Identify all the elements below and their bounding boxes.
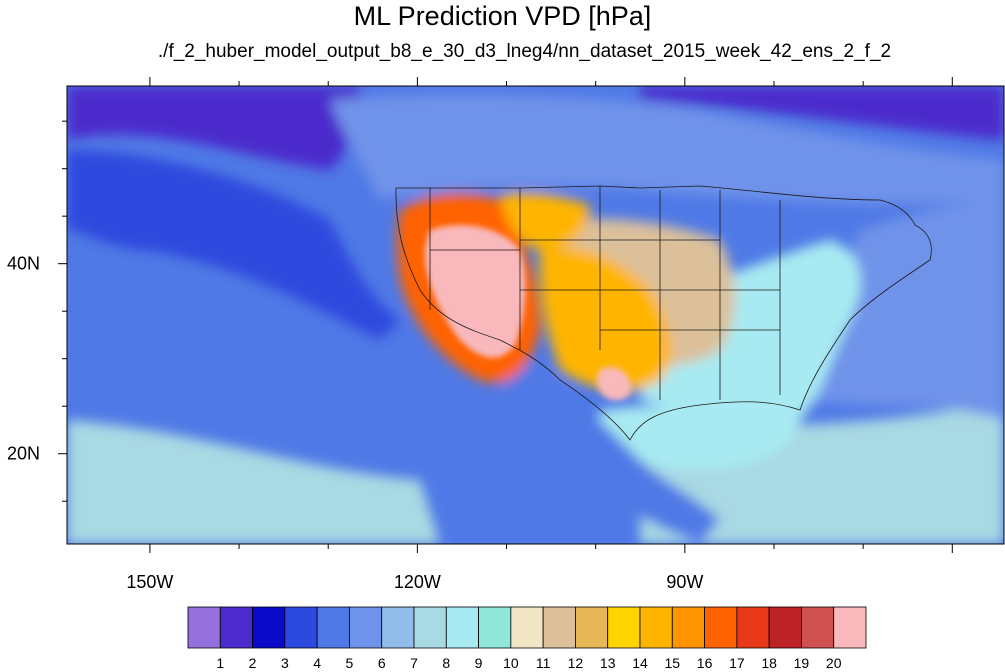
ocean-south-field [67,420,440,544]
colorbar-label: 13 [600,655,616,671]
map-frame [66,85,1005,545]
y-tick-label: 40N [7,254,40,274]
y-tick-label: 20N [7,444,40,464]
colorbar-label: 15 [664,655,680,671]
colorbar-label: 18 [761,655,777,671]
southern-plains-field [539,247,671,391]
colorbar-label: 4 [313,655,321,671]
x-tick-label: 120W [394,572,441,592]
colorbar-label: 3 [281,655,289,671]
x-tick-label: 90W [666,572,703,592]
chart-title: ML Prediction VPD [hPa] [353,1,652,31]
y-tick-labels: 40N 20N [7,254,40,464]
colorbar-swatch [284,606,318,649]
colorbar-label: 1 [216,655,224,671]
colorbar-swatch [349,606,383,649]
gulf-field [600,405,800,470]
colorbar-swatch [801,606,835,649]
colorbar-swatch [575,606,609,649]
colorbar-swatch [607,606,641,649]
colorbar-swatch [413,606,447,649]
colorbar-swatch [381,606,415,649]
colorbar-swatch [510,606,544,649]
axis-ticks [58,77,953,553]
colorbar-label: 2 [249,655,257,671]
canada-field [330,94,1004,205]
colorbar-swatch [833,606,867,649]
colorbar-swatch [252,606,286,649]
mexico-coast-field [500,360,720,544]
map-field [67,86,1004,544]
colorbar-swatch [704,606,738,649]
chart-subtitle: ./f_2_huber_model_output_b8_e_30_d3_lneg… [157,41,892,62]
state-borders [395,185,932,441]
colorbar-swatch [316,606,350,649]
colorbar-swatch [639,606,673,649]
colorbar-label: 9 [475,655,483,671]
texas-hotspot-field [596,367,632,401]
arctic-field [67,86,360,170]
colorbar-swatch [478,606,512,649]
northern-rockies-field [500,193,590,250]
x-tick-labels: 150W 120W 90W [126,572,703,592]
colorbar: 1 2 3 4 5 6 7 8 9 10 11 12 13 14 15 16 17 18 19 20 [187,606,867,671]
colorbar-swatch [768,606,802,649]
colorbar-label: 8 [442,655,450,671]
colorbar-label: 19 [794,655,810,671]
colorbar-label: 11 [536,655,551,671]
colorbar-swatch [542,606,576,649]
colorbar-label: 12 [568,655,584,671]
x-tick-label: 150W [126,572,173,592]
colorbar-swatch [187,606,221,649]
arctic-east-field [640,86,1004,140]
colorbar-swatch [736,606,770,649]
colorbar-label: 14 [632,655,648,671]
colorbar-label: 20 [826,655,842,671]
colorbar-swatch [219,606,253,649]
great-basin-field [425,225,526,358]
colorbar-swatch [445,606,479,649]
colorbar-label: 7 [410,655,418,671]
colorbar-label: 16 [697,655,713,671]
colorbar-label: 6 [378,655,386,671]
ocean-north-field [67,150,400,340]
colorbar-label: 5 [346,655,354,671]
colorbar-label: 10 [503,655,519,671]
colorbar-label: 17 [729,655,745,671]
colorbar-swatch [671,606,705,649]
